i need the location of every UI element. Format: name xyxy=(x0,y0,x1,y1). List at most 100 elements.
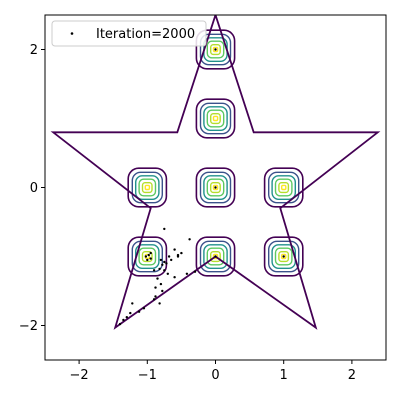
data-point xyxy=(131,302,134,305)
contour-level xyxy=(206,178,225,197)
contour-level xyxy=(209,250,221,263)
data-point xyxy=(159,258,163,262)
data-point xyxy=(180,251,183,255)
data-point xyxy=(193,270,197,273)
contour-level xyxy=(206,247,225,266)
data-point xyxy=(158,302,161,305)
contour-level xyxy=(203,244,228,270)
contour-level xyxy=(141,181,153,194)
data-point xyxy=(159,282,163,286)
density-mode xyxy=(195,167,236,208)
contour-level xyxy=(138,247,157,266)
contour-level xyxy=(195,236,236,277)
data-point xyxy=(161,263,164,266)
data-point xyxy=(118,322,122,326)
density-mode xyxy=(195,98,236,139)
contour-level xyxy=(274,247,293,266)
contour-level xyxy=(274,178,293,197)
data-point xyxy=(185,272,189,275)
density-mode xyxy=(127,167,168,208)
contour-level xyxy=(212,253,219,260)
density-mode xyxy=(263,236,304,277)
data-point xyxy=(163,260,166,264)
contour-level xyxy=(271,175,297,201)
data-point xyxy=(214,48,217,51)
data-point xyxy=(173,248,176,251)
data-point xyxy=(147,253,150,257)
scatter-points xyxy=(118,48,285,326)
contour-level xyxy=(263,167,304,208)
data-point xyxy=(163,269,166,272)
x-tick-label: 2 xyxy=(348,368,356,383)
contour-level xyxy=(281,184,287,191)
contour-level xyxy=(209,112,221,125)
data-point xyxy=(152,269,156,272)
data-point xyxy=(173,276,176,279)
legend-marker xyxy=(70,32,74,35)
contour-level xyxy=(131,240,164,273)
x-tick-label: −2 xyxy=(70,368,89,383)
x-tick-label: 0 xyxy=(211,368,219,383)
y-tick-label: −2 xyxy=(19,319,38,334)
data-point xyxy=(170,258,173,262)
contour-level xyxy=(212,184,219,191)
contour-level xyxy=(268,171,300,204)
data-point xyxy=(144,255,148,258)
contour-level xyxy=(209,44,221,56)
contour-level xyxy=(206,40,225,59)
contour-level xyxy=(203,106,228,132)
data-point xyxy=(156,277,159,280)
data-point xyxy=(146,258,149,262)
data-point xyxy=(214,186,217,189)
contour-level xyxy=(199,102,232,135)
contour-level xyxy=(212,115,219,122)
density-mode xyxy=(263,167,304,208)
data-point xyxy=(188,238,191,241)
data-point xyxy=(165,262,168,265)
data-point xyxy=(167,255,171,258)
contour-level xyxy=(278,250,290,263)
contour-level xyxy=(199,240,232,273)
contour-level xyxy=(195,29,236,70)
contour-level xyxy=(127,167,168,208)
data-point xyxy=(125,316,128,319)
density-contours xyxy=(127,29,304,277)
data-point xyxy=(154,286,157,289)
contour-level xyxy=(195,98,236,139)
contour-level xyxy=(268,240,300,273)
contour-level xyxy=(206,109,225,128)
y-tick-label: 0 xyxy=(30,181,38,196)
data-point xyxy=(158,267,161,271)
contour-level xyxy=(278,181,290,194)
contour-level xyxy=(195,167,236,208)
data-point xyxy=(142,307,146,310)
legend-label: Iteration=2000 xyxy=(96,27,195,42)
contour-level xyxy=(281,253,287,260)
legend: Iteration=2000 xyxy=(51,20,207,47)
data-point xyxy=(154,295,157,298)
data-point xyxy=(149,251,152,255)
contour-level xyxy=(199,33,232,66)
contour-level xyxy=(127,236,168,277)
contour-level xyxy=(131,171,164,204)
density-mode xyxy=(195,236,236,277)
contour-level xyxy=(141,250,153,263)
contour-level xyxy=(144,184,151,191)
data-point xyxy=(166,272,169,275)
data-point xyxy=(214,255,217,258)
contour-level xyxy=(209,181,221,194)
data-point xyxy=(176,253,180,257)
data-point xyxy=(152,298,156,301)
data-point xyxy=(163,227,166,231)
data-point xyxy=(122,318,125,322)
y-axis: −2 0 2 xyxy=(19,43,45,334)
data-point xyxy=(129,311,132,315)
data-point xyxy=(161,289,164,293)
data-point xyxy=(282,255,285,258)
contour-level xyxy=(199,171,232,204)
x-tick-label: 1 xyxy=(280,368,288,383)
contour-level xyxy=(203,175,228,201)
contour-level xyxy=(134,175,160,201)
contour-level xyxy=(212,46,219,53)
